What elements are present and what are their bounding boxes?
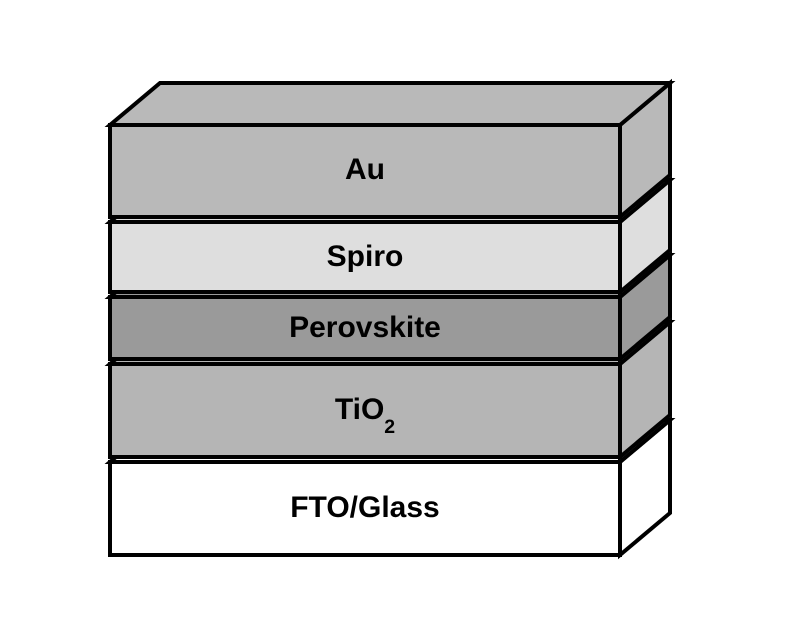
layer-label-sub-tio2: 2: [384, 416, 395, 438]
layer-label-perovskite: Perovskite: [289, 311, 441, 344]
stack-svg: FTO/GlassTiO2PerovskiteSpiroAu: [0, 0, 787, 643]
layer-label-ftoglass: FTO/Glass: [290, 491, 440, 524]
layer-top-au: [110, 83, 670, 125]
layer-au: Au: [110, 83, 670, 217]
layer-stack-diagram: FTO/GlassTiO2PerovskiteSpiroAu: [0, 0, 787, 643]
layer-label-au: Au: [345, 153, 385, 186]
layer-label-spiro: Spiro: [327, 240, 404, 273]
